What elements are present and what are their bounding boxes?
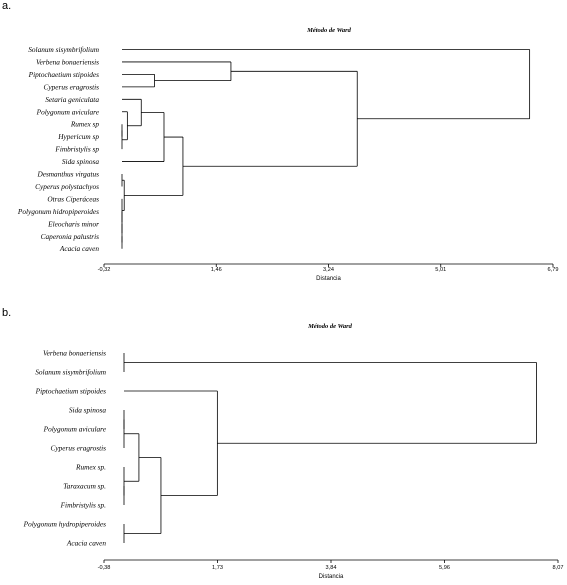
x-tick-label: 5,01 — [435, 267, 446, 273]
leaf-label: Solanum sisymbrifolium — [35, 368, 106, 377]
leaf-label: Desmanthus virgatus — [36, 170, 99, 179]
leaf-label: Verbena bonaeriensis — [43, 349, 106, 358]
leaf-label: Sida spinosa — [62, 157, 99, 166]
leaf-label: Hypericum sp — [57, 132, 99, 141]
leaf-label: Acacia caven — [59, 244, 99, 253]
x-tick-label: -0,32 — [98, 267, 111, 273]
leaf-label: Taraxacum sp. — [63, 482, 106, 491]
leaf-label: Acacia caven — [66, 539, 106, 548]
leaf-label: Caperonia palustris — [41, 232, 99, 241]
dendrogram-panel-b: b. Método de Ward Verbena bonaeriensis Sola… — [2, 307, 563, 580]
leaf-label: Verbena bonaeriensis — [36, 57, 99, 66]
x-axis: -0,32 1,46 3,24 5,01 6,79 Distancia — [98, 263, 559, 282]
leaf-label: Cyperus polystachyos — [35, 182, 99, 191]
leaf-label: Piptochaetium stipoides — [35, 387, 106, 396]
leaf-label: Cyperus eragrostis — [44, 82, 100, 91]
dendrogram-tree — [123, 353, 537, 543]
leaf-label: Fimbristylis sp — [54, 145, 99, 154]
x-tick-label: 8,07 — [553, 565, 564, 571]
x-tick-label: 1,73 — [212, 565, 223, 571]
panel-label: b. — [2, 307, 11, 319]
x-axis-label: Distancia — [316, 276, 341, 282]
leaf-label: Polygonum hydropiperoides — [23, 520, 107, 529]
leaf-label: Otras Ciperáceas — [47, 194, 99, 203]
x-tick-label: 3,24 — [323, 267, 334, 273]
dendrogram-panel-a: a. Método de Ward Solanum sisymbrifolium Ve… — [2, 0, 558, 282]
leaf-label: Rumex sp — [70, 120, 100, 129]
chart-title: Método de Ward — [307, 323, 353, 330]
x-tick-label: 1,46 — [211, 267, 222, 273]
leaf-label: Polygonum aviculare — [36, 107, 100, 116]
leaf-label: Polygonum aviculare — [43, 425, 107, 434]
dendrogram-tree — [121, 49, 531, 249]
leaf-label: Piptochaetium stipoides — [28, 70, 99, 79]
x-axis: -0,38 1,73 3,84 5,96 8,07 Distancia — [98, 559, 564, 580]
x-tick-label: -0,38 — [98, 565, 111, 571]
leaf-label: Fimbristylis sp. — [60, 501, 107, 510]
leaf-label: Polygonum hidropiperoides — [17, 207, 99, 216]
x-axis-label: Distancia — [319, 574, 344, 580]
leaf-label: Cyperus eragrostis — [51, 444, 107, 453]
x-tick-label: 6,79 — [548, 267, 559, 273]
x-tick-label: 3,84 — [326, 565, 337, 571]
leaf-label: Rumex sp. — [75, 463, 106, 472]
chart-title: Método de Ward — [306, 27, 352, 34]
panel-label: a. — [2, 0, 11, 12]
x-tick-label: 5,96 — [439, 565, 450, 571]
leaf-label: Solanum sisymbrifolium — [28, 45, 99, 54]
leaf-label: Sida spinosa — [69, 406, 106, 415]
leaf-label: Setaria geniculata — [45, 95, 99, 104]
leaf-label: Eleocharis minor — [47, 219, 99, 228]
